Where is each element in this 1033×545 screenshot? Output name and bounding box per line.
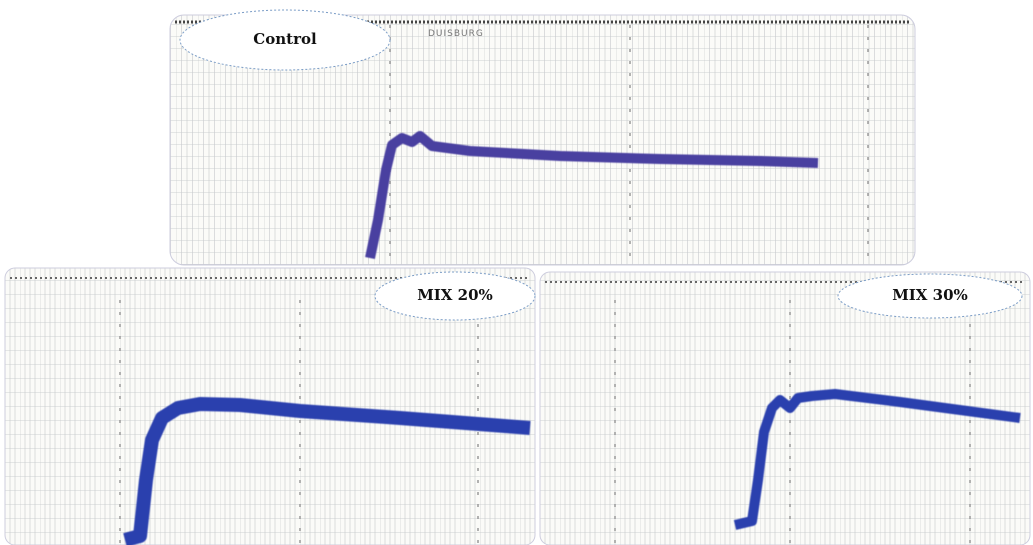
panel-control: DUISBURG Control bbox=[169, 9, 916, 266]
label-bubble bbox=[179, 9, 391, 71]
label-bubble bbox=[837, 273, 1023, 319]
panel-label: MIX 20% bbox=[417, 286, 493, 304]
trace bbox=[123, 397, 531, 545]
chart-paper bbox=[169, 14, 916, 266]
label-bubble bbox=[374, 271, 536, 321]
panel-mix30: MIX 30% bbox=[539, 271, 1031, 545]
trace bbox=[365, 131, 819, 260]
panel-mix20: MIX 20% bbox=[4, 267, 536, 545]
trace bbox=[733, 389, 1021, 530]
panel-label: MIX 30% bbox=[892, 286, 968, 304]
panel-label: Control bbox=[253, 30, 317, 48]
major-line bbox=[614, 300, 971, 545]
header-text: DUISBURG bbox=[428, 29, 484, 39]
